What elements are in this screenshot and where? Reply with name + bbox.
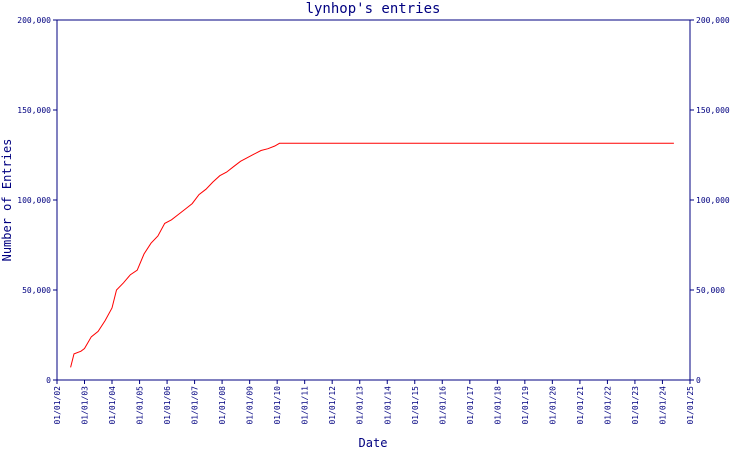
x-tick-label: 01/01/14 [383,386,392,425]
y-tick-label-left: 50,000 [22,286,51,295]
x-tick-label: 01/01/18 [493,386,502,425]
y-axis-left: 0 50,000 100,000 150,000 200,000 [17,16,57,385]
x-tick-label: 01/01/13 [356,386,365,425]
x-tick-label: 01/01/15 [411,386,420,425]
x-axis-label: Date [359,436,388,450]
y-axis-right: 0 50,000 100,000 150,000 200,000 [690,16,730,385]
x-tick-label: 01/01/23 [631,386,640,425]
x-tick-label: 01/01/11 [301,386,310,425]
x-tick-label: 01/01/03 [81,386,90,425]
x-tick-label: 01/01/09 [246,386,255,425]
y-tick-label-left: 100,000 [17,196,51,205]
y-tick-label-right: 150,000 [696,106,730,115]
y-tick-label-right: 200,000 [696,16,730,25]
x-tick-label: 01/01/17 [466,386,475,425]
y-tick-label-right: 100,000 [696,196,730,205]
x-tick-label: 01/01/06 [163,386,172,425]
y-tick-label-left: 0 [46,376,51,385]
x-tick-label: 01/01/20 [548,386,557,425]
x-tick-label: 01/01/12 [328,386,337,425]
x-tick-label: 01/01/08 [218,386,227,425]
y-tick-label-left: 200,000 [17,16,51,25]
x-axis: 01/01/02 01/01/03 01/01/04 01/01/05 01/01/06… [53,380,695,425]
plot-frame [56,19,691,381]
x-tick-label: 01/01/22 [603,386,612,425]
x-tick-label: 01/01/07 [191,386,200,425]
x-tick-label: 01/01/10 [273,386,282,425]
series-line [70,142,674,368]
x-tick-label: 01/01/02 [53,386,62,425]
x-tick-label: 01/01/25 [686,386,695,425]
y-tick-label-left: 150,000 [17,106,51,115]
chart-title: lynhop's entries [306,1,441,17]
y-axis-label: Number of Entries [0,139,14,262]
x-tick-label: 01/01/19 [521,386,530,425]
x-tick-label: 01/01/21 [576,386,585,425]
y-tick-label-right: 0 [696,376,701,385]
y-tick-label-right: 50,000 [696,286,725,295]
x-tick-label: 01/01/04 [108,386,117,425]
x-tick-label: 01/01/24 [658,386,667,425]
x-tick-label: 01/01/16 [438,386,447,425]
x-tick-label: 01/01/05 [136,386,145,425]
